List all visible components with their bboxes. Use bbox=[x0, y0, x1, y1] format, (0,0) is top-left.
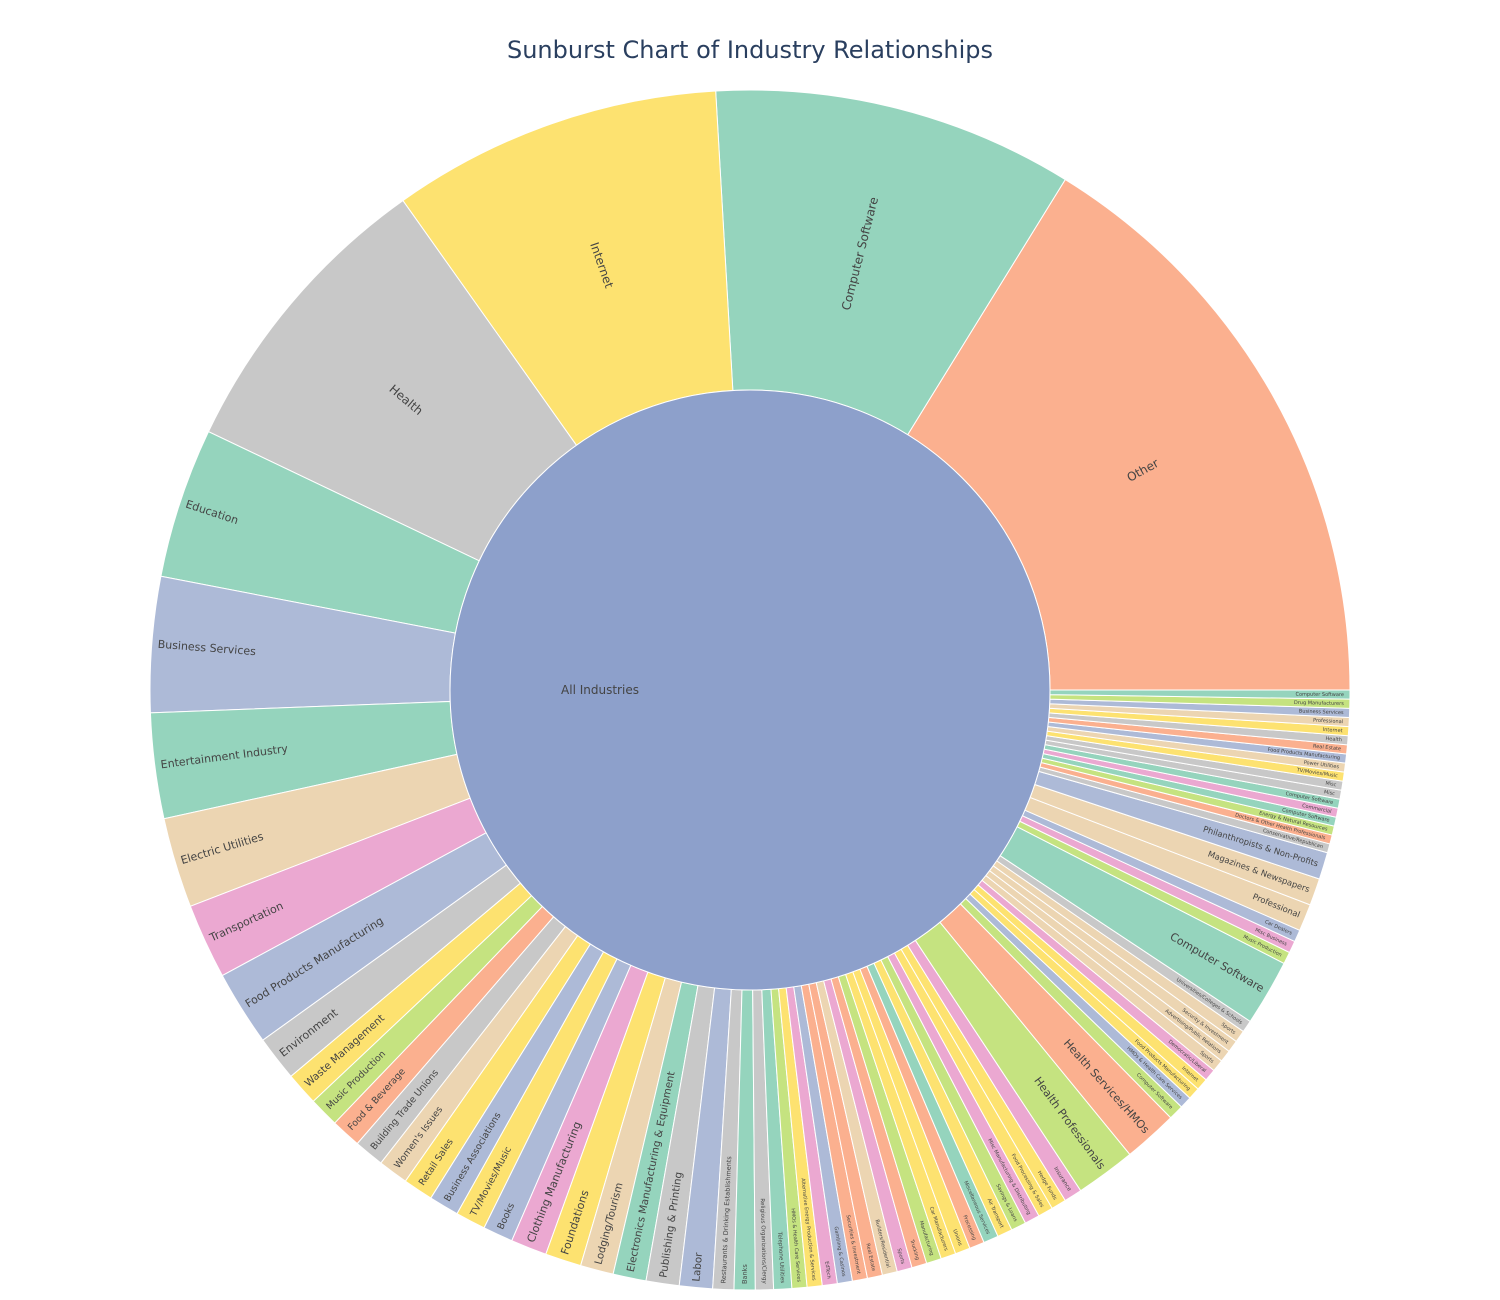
label-misc-76: Misc bbox=[1325, 781, 1337, 789]
label-computer-software-86: Computer Software bbox=[1295, 692, 1344, 698]
label-business-services-84: Business Services bbox=[1299, 708, 1344, 716]
label-telephone-utilities-29: Telephone Utilities bbox=[776, 1231, 785, 1284]
label-internet-82: Internet bbox=[1323, 727, 1343, 734]
label-edtech-32: EdTech bbox=[823, 1261, 831, 1279]
label-professional-83: Professional bbox=[1313, 718, 1343, 726]
label-unions-41: Unions bbox=[951, 1229, 963, 1247]
label-religious-organizations-clergy-28: Religious Organizations/Clergy bbox=[759, 1198, 767, 1284]
label-root: All Industries bbox=[561, 683, 639, 697]
label-sports-37: Sports bbox=[896, 1248, 906, 1265]
outer-ring bbox=[149, 89, 1351, 1291]
label-commercial-73: Commercial bbox=[1301, 803, 1332, 815]
label-power-utilities-78: Power Utilities bbox=[1303, 760, 1339, 771]
label-labor-25: Labor bbox=[690, 1251, 705, 1282]
label-real-estate-35: Real Estate bbox=[864, 1243, 876, 1272]
label-banks-27: Banks bbox=[741, 1264, 749, 1284]
label-misc-75: Misc bbox=[1323, 789, 1335, 797]
label-real-estate-80: Real Estate bbox=[1313, 744, 1342, 753]
label-trucking-38: Trucking bbox=[908, 1238, 920, 1261]
label-health-81: Health bbox=[1325, 736, 1342, 743]
center-disk bbox=[449, 389, 1051, 991]
segment-root bbox=[449, 389, 1051, 991]
chart-title: Sunburst Chart of Industry Relationships bbox=[506, 36, 994, 64]
label-drug-manufacturers-85: Drug Manufacturers bbox=[1294, 700, 1344, 707]
